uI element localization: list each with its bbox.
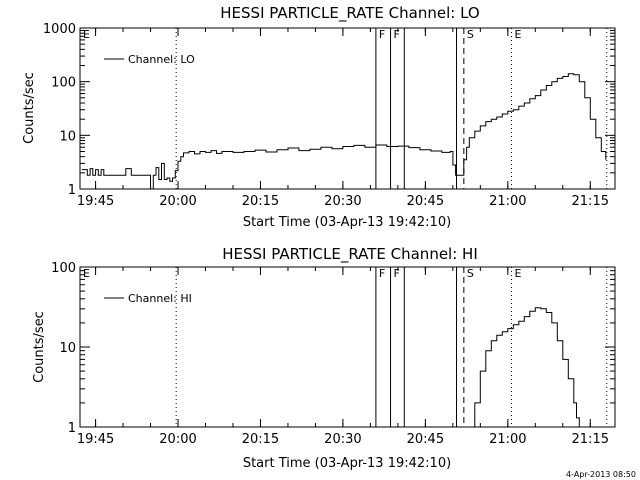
- y-axis-label-lo: Counts/sec: [22, 72, 37, 144]
- y-tick-label: 1: [68, 183, 76, 198]
- x-tick-label: 20:30: [324, 194, 361, 209]
- series-line-hi: [471, 307, 580, 428]
- event-marker-label: E: [83, 267, 90, 280]
- x-axis-label-lo: Start Time (03-Apr-13 19:42:10): [243, 215, 451, 230]
- x-tick-label: 20:15: [242, 432, 279, 447]
- footer-timestamp: 4-Apr-2013 08:50: [566, 470, 636, 479]
- x-axis-label-hi: Start Time (03-Apr-13 19:42:10): [243, 456, 451, 471]
- x-tick-label: 21:00: [489, 194, 526, 209]
- legend-label-lo: Channel: LO: [128, 53, 195, 66]
- y-tick-label: 10: [59, 129, 76, 144]
- y-tick-label: 100: [51, 261, 76, 276]
- x-tick-label: 20:00: [159, 432, 196, 447]
- event-marker-label: S: [467, 28, 474, 41]
- x-tick-label: 20:45: [407, 194, 444, 209]
- x-tick-label: 21:15: [572, 432, 609, 447]
- panel-hi: HESSI PARTICLE_RATE Channel: HI 19:45 20:…: [32, 245, 616, 471]
- event-marker-label: E: [514, 28, 521, 41]
- y-axis-label-hi: Counts/sec: [32, 311, 47, 383]
- x-tick-label: 20:30: [324, 432, 361, 447]
- x-tick-label: 20:45: [407, 432, 444, 447]
- y-tick-label: 1: [68, 421, 76, 436]
- event-marker-label: F: [379, 267, 385, 280]
- event-marker-label: E: [83, 28, 90, 41]
- event-marker-label: F: [394, 28, 400, 41]
- event-marker-label: S: [467, 267, 474, 280]
- x-tick-label: 21:00: [489, 432, 526, 447]
- x-tick-label: 20:00: [159, 194, 196, 209]
- panel-lo: HESSI PARTICLE_RATE Channel: LO 19:45 20:…: [22, 4, 616, 230]
- x-tick-label: 20:15: [242, 194, 279, 209]
- y-tick-label: 10: [59, 341, 76, 356]
- y-tick-label: 1000: [43, 22, 76, 37]
- y-tick-label: 100: [51, 76, 76, 91]
- event-marker-label: F: [379, 28, 385, 41]
- event-marker-label: E: [514, 267, 521, 280]
- x-tick-label: 19:45: [77, 194, 114, 209]
- x-tick-label: 19:45: [77, 432, 114, 447]
- chart-title-lo: HESSI PARTICLE_RATE Channel: LO: [220, 4, 479, 23]
- event-marker-label: F: [394, 267, 400, 280]
- legend-label-hi: Channel: HI: [128, 292, 192, 305]
- x-tick-label: 21:15: [572, 194, 609, 209]
- chart-title-hi: HESSI PARTICLE_RATE Channel: HI: [222, 245, 478, 264]
- series-line-lo: [81, 73, 607, 190]
